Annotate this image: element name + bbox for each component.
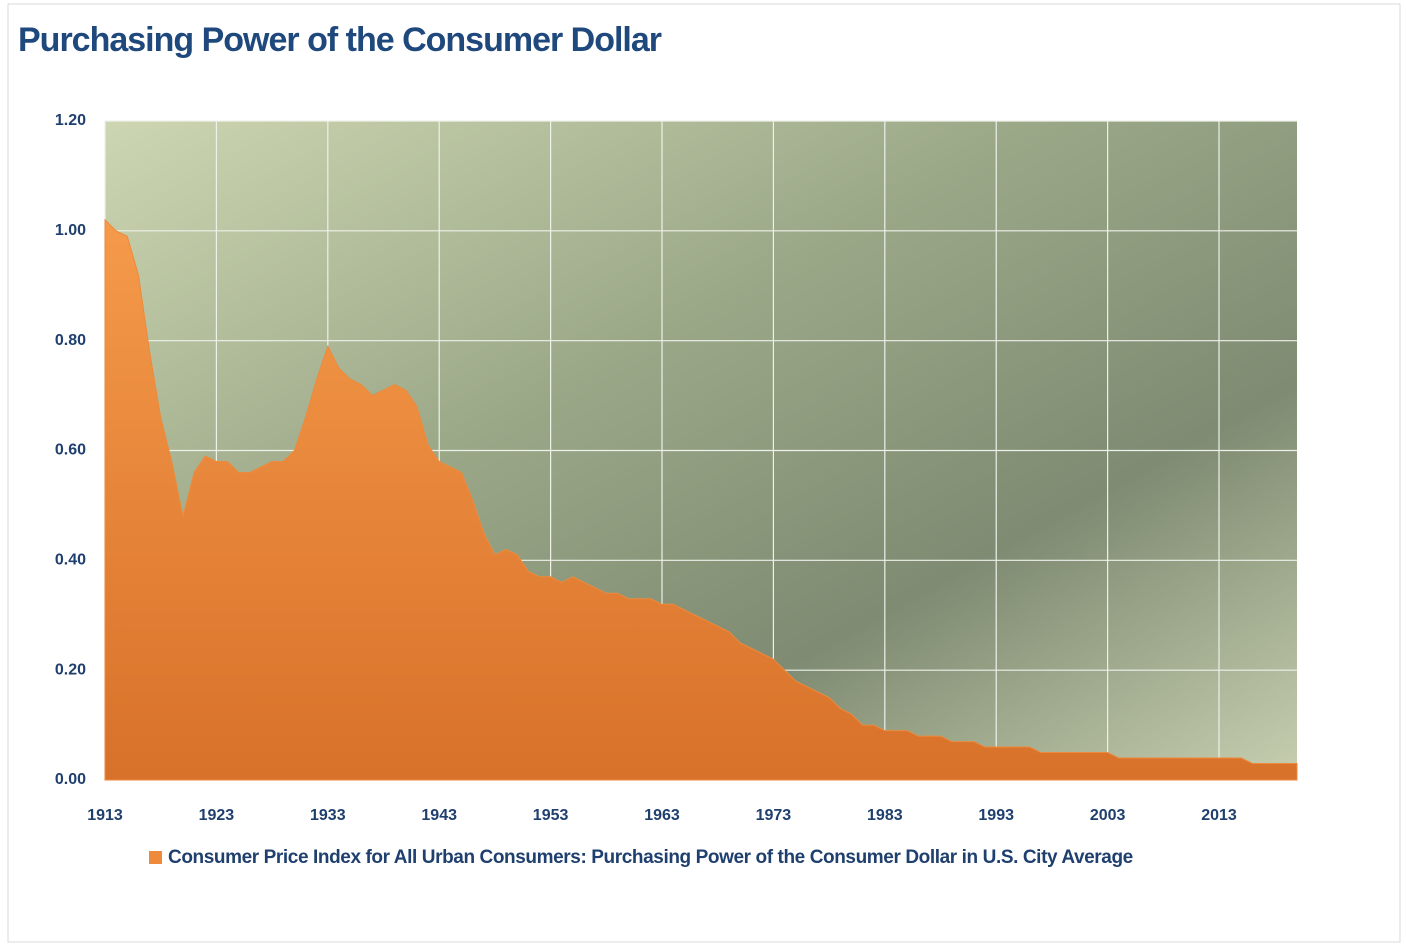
y-tick-label: 0.80 (55, 332, 86, 349)
x-tick-label: 1983 (867, 807, 903, 824)
y-tick-label: 1.00 (55, 222, 86, 239)
chart-title: Purchasing Power of the Consumer Dollar (18, 21, 662, 59)
legend-marker (149, 851, 162, 864)
x-tick-label: 1953 (533, 807, 569, 824)
x-tick-label: 1973 (756, 807, 792, 824)
x-tick-label: 1923 (199, 807, 235, 824)
x-tick-label: 1913 (87, 807, 123, 824)
x-tick-label: 1943 (421, 807, 457, 824)
chart: Purchasing Power of the Consumer Dollar … (0, 0, 1406, 946)
y-tick-label: 0.00 (55, 771, 86, 788)
x-tick-label: 1963 (644, 807, 680, 824)
x-tick-label: 1933 (310, 807, 346, 824)
x-tick-label: 2013 (1201, 807, 1237, 824)
legend-label: Consumer Price Index for All Urban Consu… (168, 847, 1133, 868)
y-tick-label: 1.20 (55, 112, 86, 129)
y-tick-label: 0.20 (55, 661, 86, 678)
x-tick-label: 2003 (1090, 807, 1126, 824)
y-tick-label: 0.40 (55, 552, 86, 569)
x-tick-label: 1993 (978, 807, 1014, 824)
y-tick-label: 0.60 (55, 442, 86, 459)
